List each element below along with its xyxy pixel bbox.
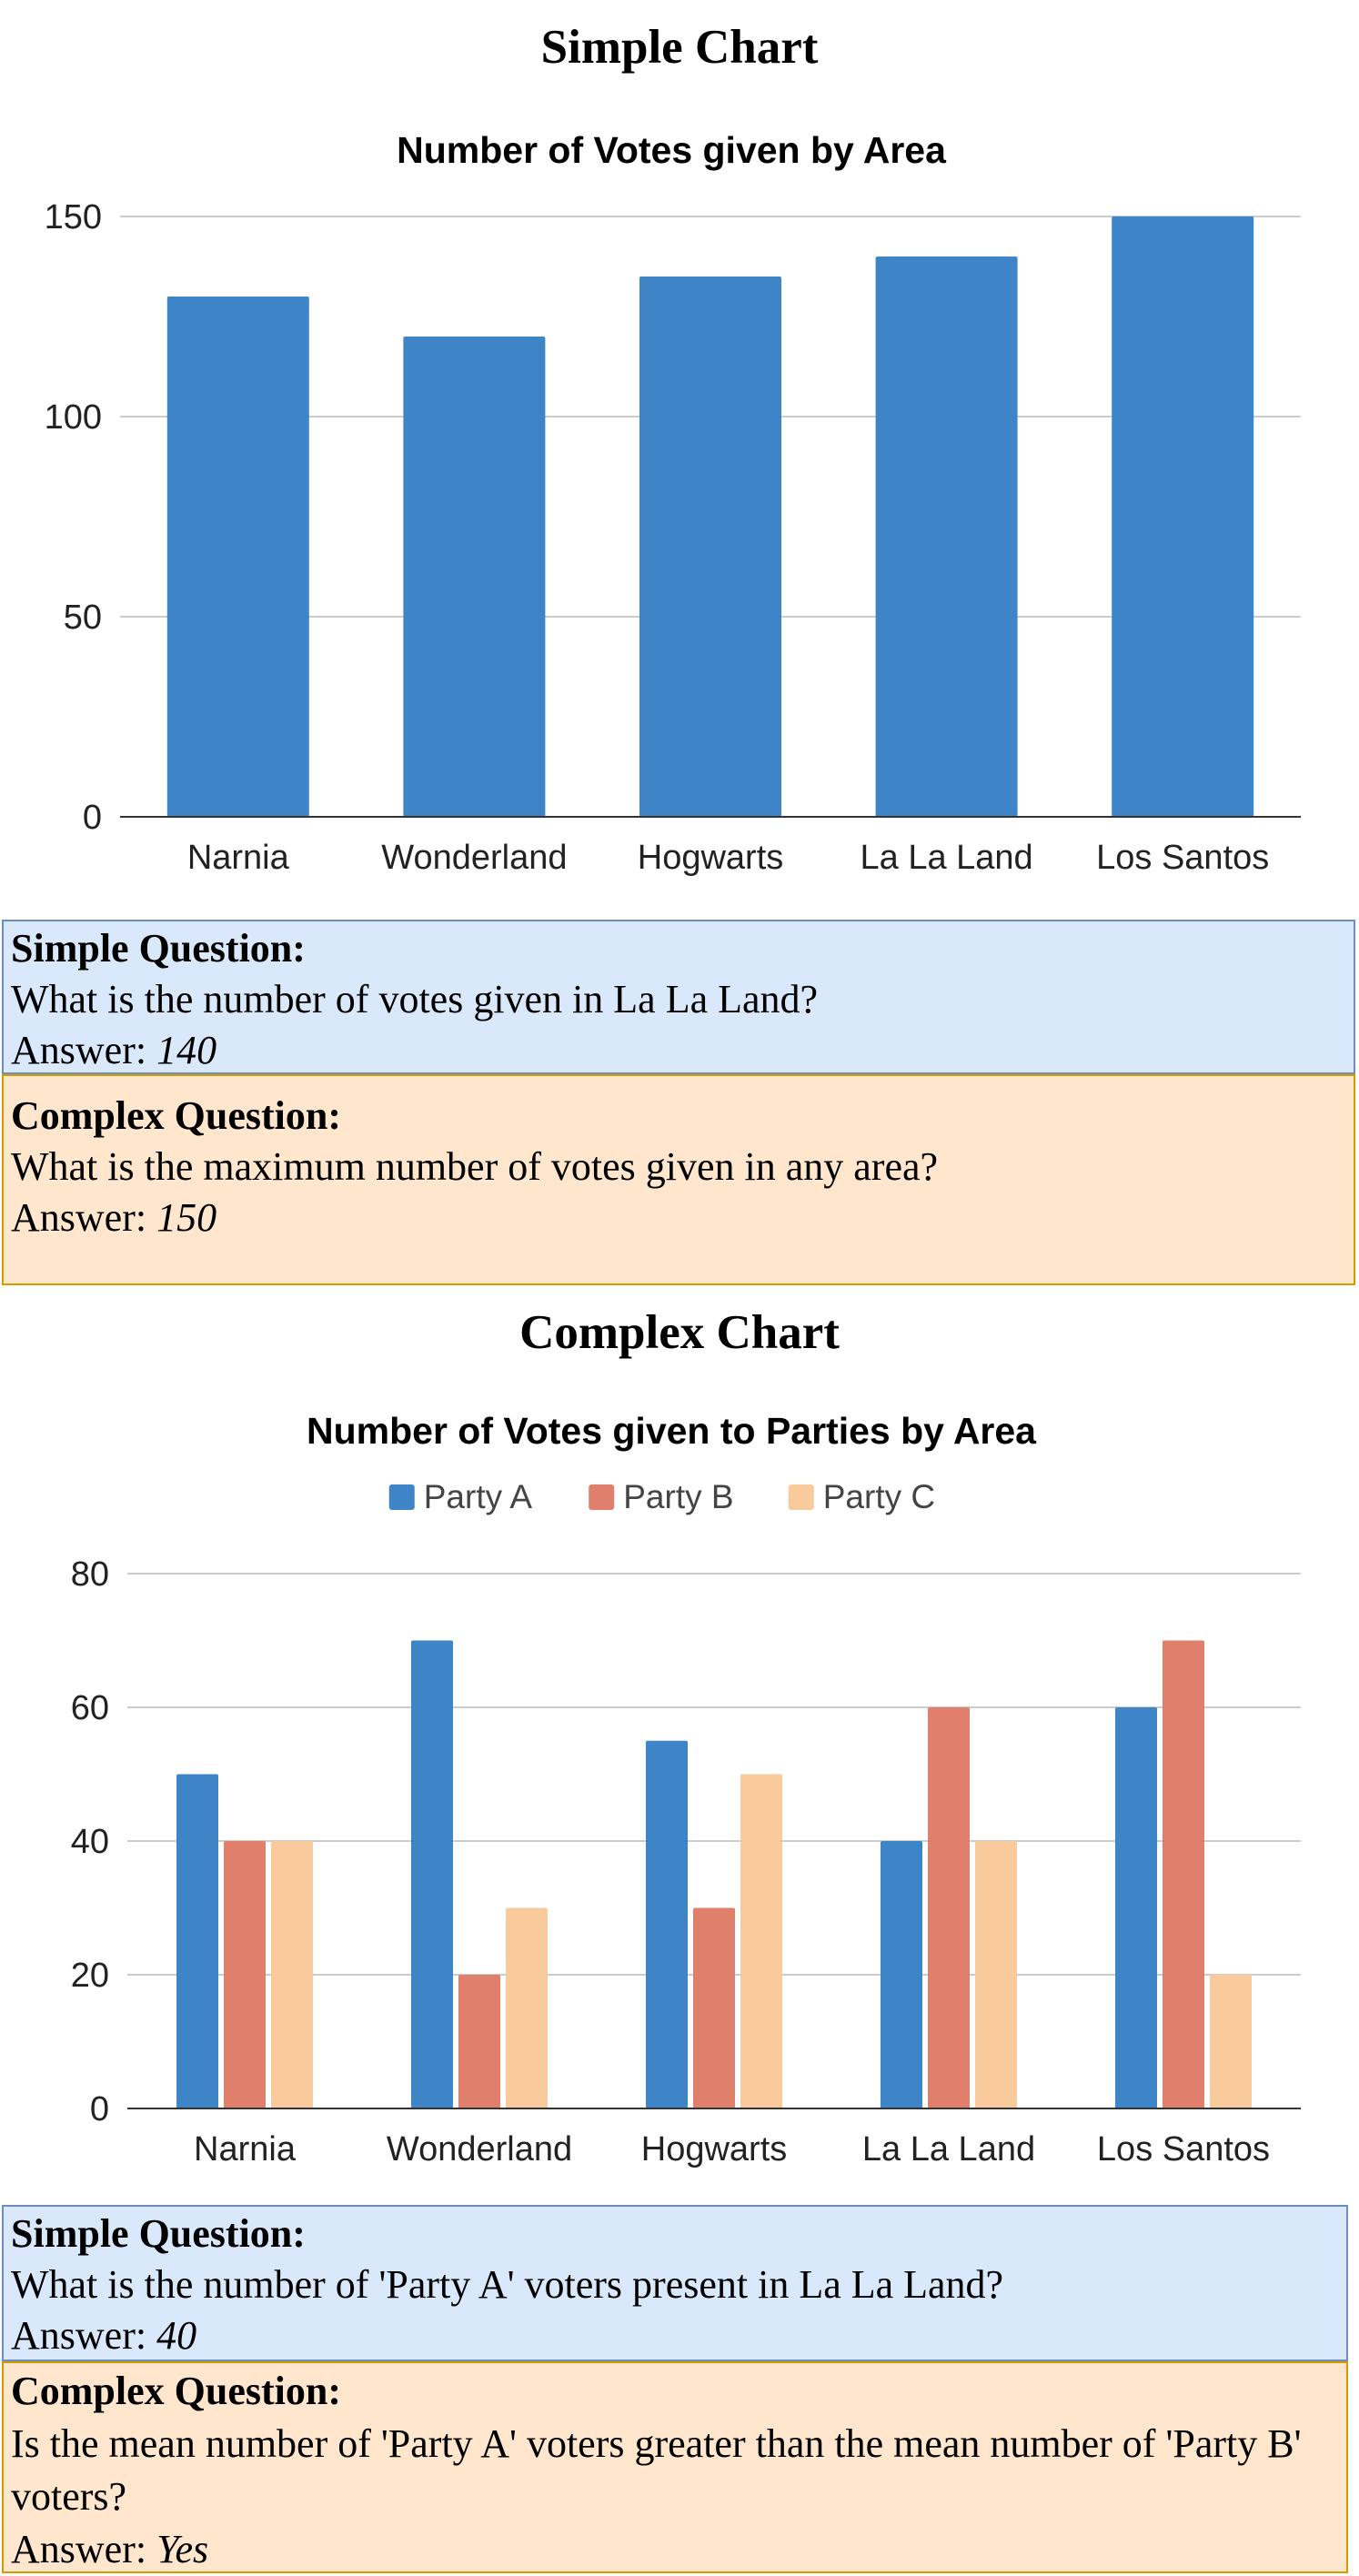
bar-party-a-wonderland xyxy=(411,1640,453,2108)
x-tick-label: Hogwarts xyxy=(638,839,784,877)
bar-party-c-wonderland xyxy=(506,1907,548,2108)
answer-prefix: Answer: xyxy=(11,1195,157,1240)
question-text: What is the maximum number of votes give… xyxy=(11,1144,939,1189)
bar-party-c-hogwarts xyxy=(740,1774,782,2108)
question-label: Simple Question: xyxy=(11,926,306,971)
x-tick-label: Narnia xyxy=(194,2130,297,2168)
bar-hogwarts xyxy=(639,277,781,817)
bar-party-b-la-la-land xyxy=(928,1707,970,2108)
y-tick-label: 150 xyxy=(45,198,102,236)
x-tick-label: La La Land xyxy=(861,839,1033,877)
legend-swatch xyxy=(388,1484,415,1510)
y-tick-label: 0 xyxy=(83,799,102,837)
bar-party-c-la-la-land xyxy=(975,1841,1017,2108)
question-text: What is the number of votes given in La … xyxy=(11,977,819,1021)
x-tick-label: Narnia xyxy=(187,839,290,877)
bar-wonderland xyxy=(403,337,546,817)
question-label: Simple Question: xyxy=(11,2211,306,2256)
answer-line: Answer: 140 xyxy=(11,1025,1354,1076)
bar-party-b-los-santos xyxy=(1163,1640,1204,2108)
chart1-simple-question-box: Simple Question: What is the number of v… xyxy=(2,920,1355,1074)
legend-swatch xyxy=(589,1484,615,1510)
y-tick-label: 80 xyxy=(71,1555,109,1594)
answer-line: Answer: 150 xyxy=(11,1192,1354,1243)
legend-label: Party B xyxy=(623,1478,733,1515)
chart2-simple-question-box: Simple Question: What is the number of '… xyxy=(2,2205,1348,2361)
bar-party-b-hogwarts xyxy=(693,1907,735,2108)
y-tick-label: 20 xyxy=(71,1957,109,1995)
y-tick-label: 40 xyxy=(71,1823,109,1861)
x-tick-label: Hogwarts xyxy=(641,2130,788,2168)
bar-party-b-narnia xyxy=(224,1841,266,2108)
answer-value: 150 xyxy=(156,1195,217,1240)
bar-narnia xyxy=(166,297,309,817)
bar-party-a-los-santos xyxy=(1115,1707,1157,2108)
y-tick-label: 100 xyxy=(45,398,102,437)
chart-title: Number of Votes given to Parties by Area xyxy=(307,1410,1037,1452)
legend-label: Party C xyxy=(823,1478,935,1515)
x-tick-label: Los Santos xyxy=(1096,839,1269,877)
x-tick-label: Wonderland xyxy=(387,2130,572,2168)
simple-chart-heading: Simple Chart xyxy=(540,21,819,74)
bar-party-a-narnia xyxy=(176,1774,218,2108)
answer-prefix: Answer: xyxy=(11,2527,157,2571)
answer-line: Answer: Yes xyxy=(11,2523,1346,2576)
bar-party-c-narnia xyxy=(271,1841,313,2108)
answer-line: Answer: 40 xyxy=(11,2310,1346,2361)
legend-swatch xyxy=(788,1484,814,1510)
answer-value: Yes xyxy=(156,2527,209,2571)
simple-bar-chart: Number of Votes given by Area 0 50 100 150 Na… xyxy=(45,129,1301,877)
x-tick-label: Wonderland xyxy=(381,839,567,877)
question-text: What is the number of 'Party A' voters p… xyxy=(11,2262,1004,2307)
chart2-complex-question-box: Complex Question: Is the mean number of … xyxy=(2,2361,1348,2573)
question-label: Complex Question: xyxy=(11,2369,341,2413)
chart-title: Number of Votes given by Area xyxy=(397,129,947,171)
bar-party-a-hogwarts xyxy=(646,1740,688,2108)
grouped-bar-chart: Number of Votes given to Parties by Area… xyxy=(71,1410,1301,2168)
y-tick-label: 50 xyxy=(64,599,102,637)
answer-prefix: Answer: xyxy=(11,2313,157,2358)
legend-label: Party A xyxy=(424,1478,533,1515)
bar-los-santos xyxy=(1112,216,1254,817)
bar-party-b-wonderland xyxy=(458,1975,500,2108)
answer-value: 140 xyxy=(156,1028,217,1072)
chart1-complex-question-box: Complex Question: What is the maximum nu… xyxy=(2,1074,1355,1285)
y-tick-label: 0 xyxy=(90,2090,109,2128)
x-tick-label: La La Land xyxy=(862,2130,1035,2168)
bar-la-la-land xyxy=(875,257,1018,817)
bar-party-a-la-la-land xyxy=(881,1841,922,2108)
question-label: Complex Question: xyxy=(11,1093,341,1138)
question-text: Is the mean number of 'Party A' voters g… xyxy=(11,2421,1302,2519)
y-tick-label: 60 xyxy=(71,1689,109,1727)
answer-value: 40 xyxy=(156,2313,197,2358)
bar-party-c-los-santos xyxy=(1210,1975,1252,2108)
x-tick-label: Los Santos xyxy=(1097,2130,1270,2168)
complex-chart-heading: Complex Chart xyxy=(519,1306,840,1359)
answer-prefix: Answer: xyxy=(11,1028,157,1072)
